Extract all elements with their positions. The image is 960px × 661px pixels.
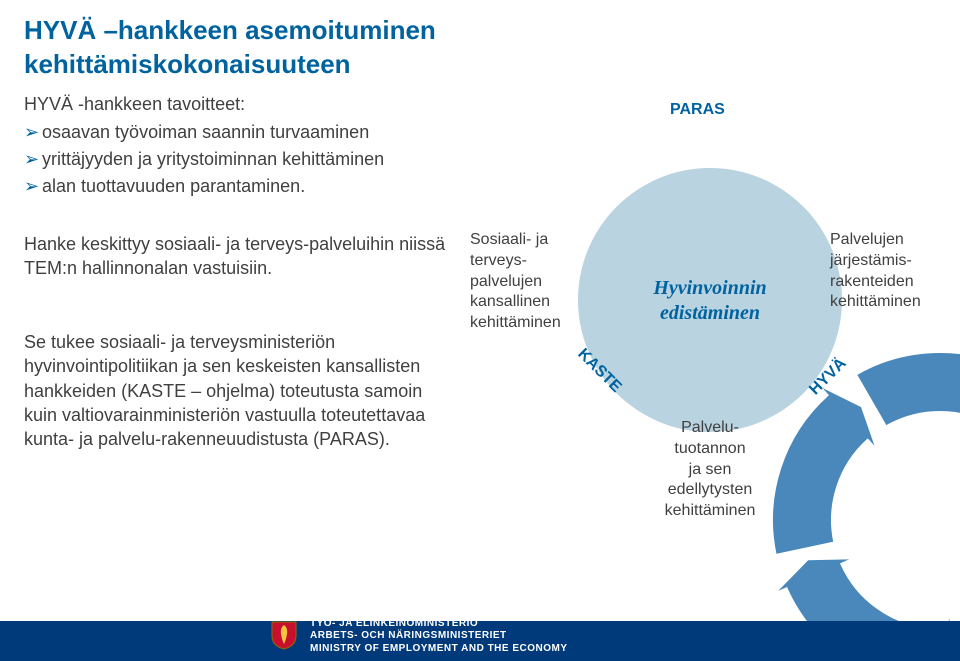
ministry-name: TYÖ- JA ELINKEINOMINISTERIÖ ARBETS- OCH … — [310, 618, 568, 656]
ministry-line2: ARBETS- OCH NÄRINGSMINISTERIET — [310, 630, 507, 641]
cycle-diagram: HyvinvoinninedistäminenPARASKASTEHYVÄPal… — [480, 70, 940, 510]
diagram-center-label: Hyvinvoinnin edistäminen — [630, 276, 790, 326]
bullet-item: ➢yrittäjyyden ja yritystoiminnan kehittä… — [24, 147, 384, 172]
paragraph-1: Hanke keskittyy sosiaali- ja terveys-pal… — [24, 232, 454, 281]
slide-title: HYVÄ –hankkeen asemoituminen kehittämisk… — [24, 14, 436, 82]
title-line1: HYVÄ –hankkeen asemoituminen — [24, 15, 436, 45]
bullet-text: yrittäjyyden ja yritystoiminnan kehittäm… — [42, 147, 384, 172]
bullet-arrow-icon: ➢ — [24, 147, 42, 172]
title-line2: kehittämiskokonaisuuteen — [24, 49, 351, 79]
diagram-top-label: PARAS — [670, 100, 725, 120]
center-line2: edistäminen — [660, 302, 760, 324]
paragraph-2: Se tukee sosiaali- ja terveysministeriön… — [24, 330, 454, 451]
goals-bullets: ➢osaavan työvoiman saannin turvaaminen➢y… — [24, 120, 384, 202]
ministry-line3: MINISTRY OF EMPLOYMENT AND THE ECONOMY — [310, 643, 568, 654]
bullet-item: ➢osaavan työvoiman saannin turvaaminen — [24, 120, 384, 145]
bullet-arrow-icon: ➢ — [24, 120, 42, 145]
ministry-line1: TYÖ- JA ELINKEINOMINISTERIÖ — [310, 618, 478, 629]
diagram-bottom-label: Palvelu-tuotannonja senedellytystenkehit… — [640, 418, 780, 522]
bullet-text: osaavan työvoiman saannin turvaaminen — [42, 120, 369, 145]
diagram-right-label: Palvelujenjärjestämis-rakenteidenkehittä… — [830, 230, 960, 313]
center-line1: Hyvinvoinnin — [653, 277, 766, 299]
finland-coat-of-arms-icon — [270, 620, 298, 655]
bullet-arrow-icon: ➢ — [24, 174, 42, 199]
footer: TYÖ- JA ELINKEINOMINISTERIÖ ARBETS- OCH … — [0, 599, 960, 661]
bullet-item: ➢alan tuottavuuden parantaminen. — [24, 174, 384, 199]
goals-subtitle: HYVÄ -hankkeen tavoitteet: — [24, 92, 245, 116]
bullet-text: alan tuottavuuden parantaminen. — [42, 174, 305, 199]
diagram-left-label: Sosiaali- jaterveys-palvelujenkansalline… — [470, 230, 600, 334]
